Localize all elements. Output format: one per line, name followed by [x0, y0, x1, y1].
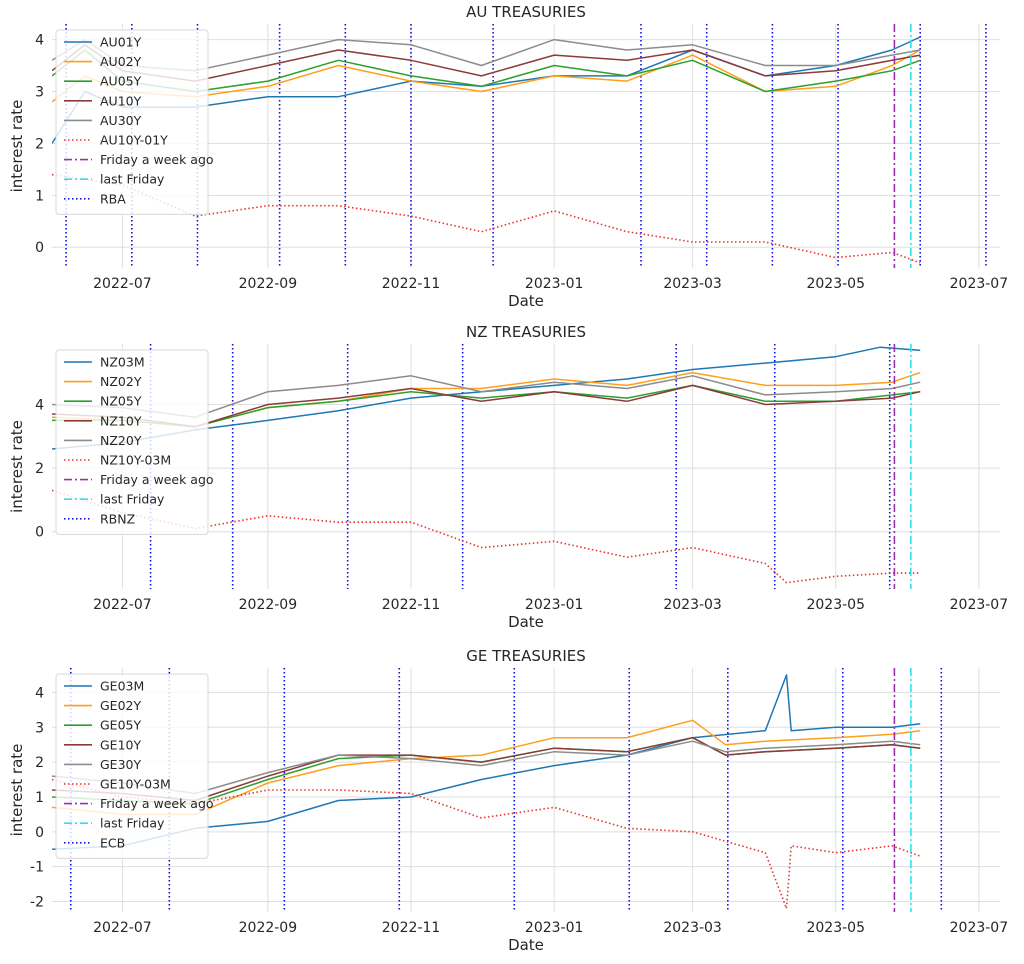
- y-axis-label: interest rate: [8, 420, 26, 513]
- x-tick-label: 2023-03: [663, 920, 722, 936]
- legend-label: RBNZ: [100, 511, 135, 526]
- y-tick-label: 4: [35, 397, 44, 413]
- legend-label: AU02Y: [100, 54, 142, 69]
- x-tick-label: 2023-07: [950, 597, 1009, 613]
- legend-label: ECB: [100, 835, 125, 850]
- chart-panel-1: 2022-07 2022-09 2022-11 2023-01 2023-03 2023-…: [8, 3, 1008, 310]
- series-line-ge10y-03m: [52, 778, 921, 910]
- x-tick-label: 2022-07: [93, 276, 152, 292]
- legend-label: AU10Y: [100, 93, 142, 108]
- plot-layer: [52, 668, 943, 912]
- chart-panel-2: 2022-07 2022-09 2022-11 2023-01 2023-03 2023-…: [8, 323, 1008, 631]
- series-line-ge02y: [52, 719, 921, 816]
- x-tick-label: 2022-09: [239, 597, 298, 613]
- legend-label: AU01Y: [100, 35, 142, 50]
- x-tick-label: 2023-01: [525, 276, 584, 292]
- legend-label: GE10Y-03M: [100, 777, 171, 792]
- legend-label: last Friday: [100, 816, 165, 831]
- legend: AU01Y AU02Y AU05Y AU10Y AU30Y AU10Y-01Y Friday…: [55, 29, 214, 215]
- legend-label: AU05Y: [100, 74, 142, 89]
- legend-label: Friday a week ago: [100, 152, 214, 167]
- y-tick-label: 4: [35, 33, 44, 49]
- y-axis-label: interest rate: [8, 744, 26, 837]
- y-tick-label: 3: [35, 84, 44, 100]
- y-tick-label: 0: [35, 525, 44, 541]
- y-tick-label: 0: [35, 825, 44, 841]
- legend-box: [55, 349, 209, 535]
- y-tick-label: 2: [35, 461, 44, 477]
- x-tick-label: 2022-11: [382, 276, 441, 292]
- y-tick-label: 0: [35, 240, 44, 256]
- x-tick-label: 2022-09: [239, 276, 298, 292]
- legend-label: last Friday: [100, 492, 165, 507]
- x-tick-label: 2022-11: [382, 597, 441, 613]
- x-tick-label: 2023-05: [806, 920, 865, 936]
- legend: NZ03M NZ02Y NZ05Y NZ10Y NZ20Y NZ10Y-03M Friday…: [55, 349, 214, 535]
- x-tick-label: 2022-07: [93, 597, 152, 613]
- x-tick-label: 2023-01: [525, 597, 584, 613]
- legend-label: Friday a week ago: [100, 472, 214, 487]
- x-tick-label: 2023-03: [663, 276, 722, 292]
- legend-label: Friday a week ago: [100, 796, 214, 811]
- x-tick-label: 2022-09: [239, 920, 298, 936]
- series-line-nz10y-03m: [52, 489, 921, 584]
- x-tick-label: 2023-05: [806, 597, 865, 613]
- legend-label: GE03M: [100, 679, 144, 694]
- legend-box: [55, 29, 209, 215]
- series-line-ge30y: [52, 740, 921, 795]
- legend-label: GE30Y: [100, 757, 141, 772]
- legend-label: NZ05Y: [100, 394, 142, 409]
- legend-label: NZ10Y-03M: [100, 453, 171, 468]
- y-axis-label: interest rate: [8, 100, 26, 193]
- x-tick-label: 2023-07: [950, 276, 1009, 292]
- y-tick-label: 2: [35, 755, 44, 771]
- series-line-ge03m: [52, 674, 921, 851]
- y-tick-label: 1: [35, 188, 44, 204]
- x-tick-label: 2023-07: [950, 920, 1009, 936]
- chart-panel-3: 2022-07 2022-09 2022-11 2023-01 2023-03 2023-…: [8, 647, 1008, 954]
- legend-label: NZ03M: [100, 355, 145, 370]
- y-tick-label: -1: [30, 860, 44, 876]
- y-tick-label: 1: [35, 790, 44, 806]
- legend-label: last Friday: [100, 172, 165, 187]
- x-axis-label: Date: [508, 936, 544, 954]
- x-tick-label: 2023-03: [663, 597, 722, 613]
- legend-box: [55, 673, 209, 859]
- chart-title: NZ TREASURIES: [466, 323, 586, 341]
- legend-label: AU30Y: [100, 113, 142, 128]
- x-tick-label: 2022-07: [93, 920, 152, 936]
- legend-label: RBA: [100, 191, 126, 206]
- y-tick-label: 4: [35, 685, 44, 701]
- chart-title: GE TREASURIES: [466, 647, 586, 665]
- legend-label: NZ20Y: [100, 433, 142, 448]
- legend-label: GE10Y: [100, 737, 141, 752]
- legend-label: GE05Y: [100, 718, 141, 733]
- x-tick-label: 2023-05: [806, 276, 865, 292]
- y-tick-label: -2: [30, 895, 44, 911]
- x-tick-label: 2023-01: [525, 920, 584, 936]
- legend-label: AU10Y-01Y: [100, 133, 168, 148]
- y-tick-label: 3: [35, 720, 44, 736]
- chart-title: AU TREASURIES: [466, 3, 586, 21]
- legend-label: NZ10Y: [100, 413, 142, 428]
- x-axis-label: Date: [508, 613, 544, 631]
- series-line-ge10y: [52, 736, 921, 802]
- legend-label: NZ02Y: [100, 374, 142, 389]
- x-axis-label: Date: [508, 292, 544, 310]
- x-tick-label: 2022-11: [382, 920, 441, 936]
- legend: GE03M GE02Y GE05Y GE10Y GE30Y GE10Y-03M Friday…: [55, 673, 214, 859]
- legend-label: GE02Y: [100, 698, 141, 713]
- y-tick-label: 2: [35, 136, 44, 152]
